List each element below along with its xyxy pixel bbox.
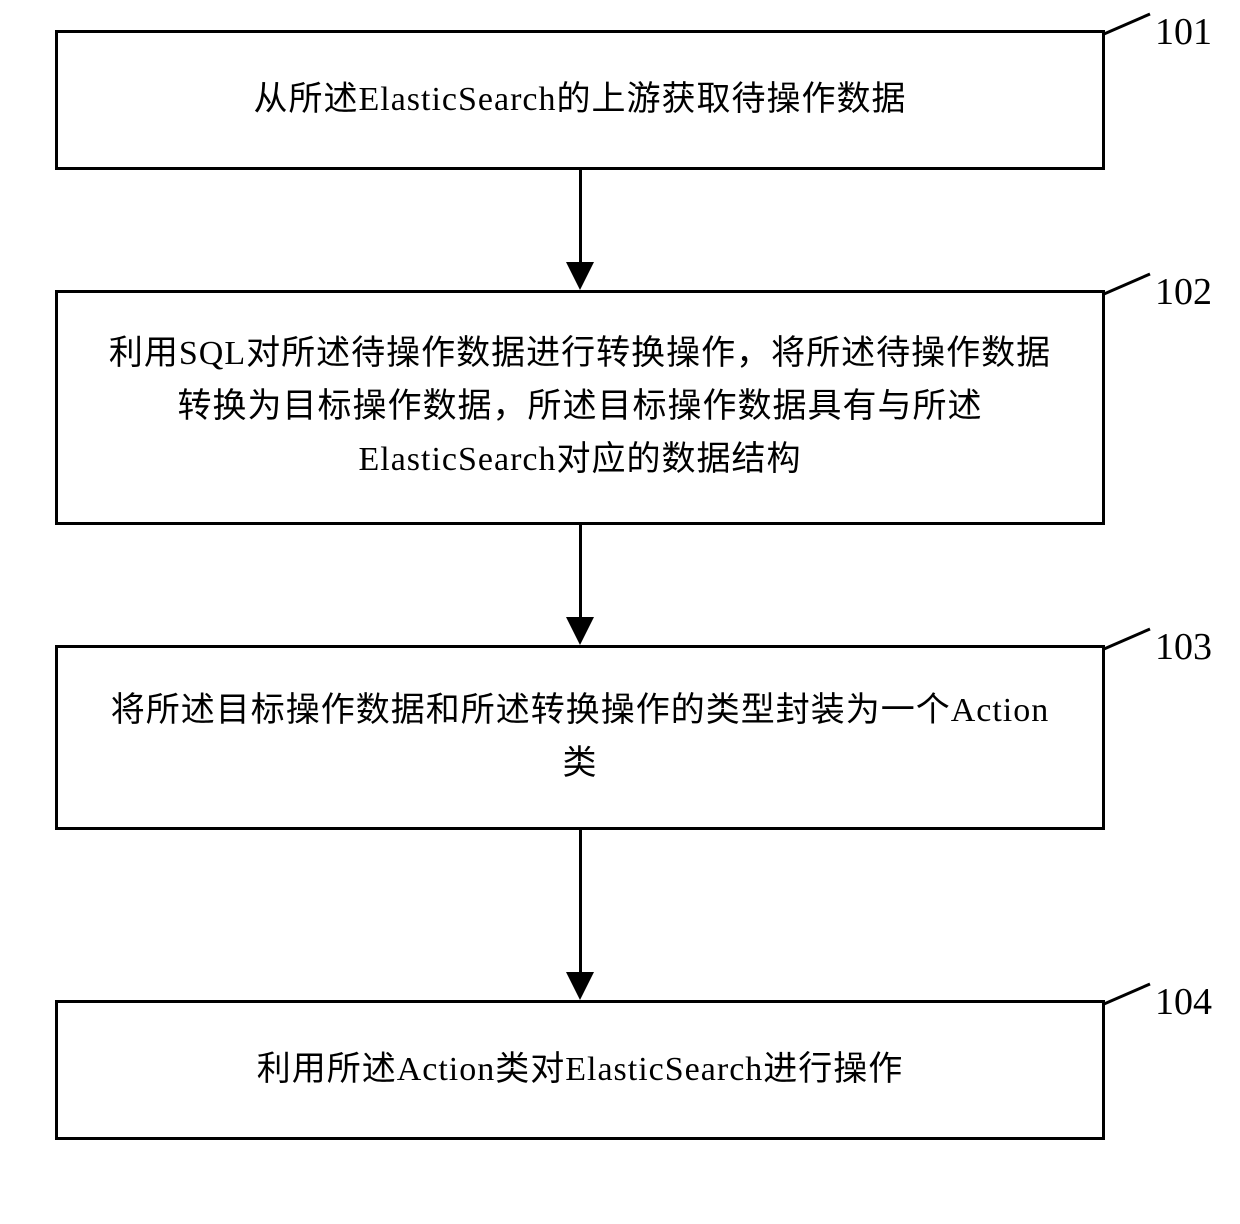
arrow-101-102-head [566,262,594,290]
step-label-103: 103 [1155,625,1212,669]
flow-step-102-text: 利用SQL对所述待操作数据进行转换操作，将所述待操作数据转换为目标操作数据，所述… [98,328,1062,486]
arrow-103-104-head [566,972,594,1000]
flow-step-104-text: 利用所述Action类对ElasticSearch进行操作 [257,1044,904,1097]
step-label-102: 102 [1155,270,1212,314]
leader-line-101 [1100,8,1155,38]
flowchart-container: 从所述ElasticSearch的上游获取待操作数据 101 利用SQL对所述待… [0,0,1240,1224]
arrow-102-103-head [566,617,594,645]
arrow-103-104-stem [579,830,582,972]
arrow-102-103-stem [579,525,582,617]
flow-step-104: 利用所述Action类对ElasticSearch进行操作 [55,1000,1105,1140]
arrow-101-102-stem [579,170,582,262]
leader-line-103 [1100,623,1155,653]
flow-step-101: 从所述ElasticSearch的上游获取待操作数据 [55,30,1105,170]
flow-step-103: 将所述目标操作数据和所述转换操作的类型封装为一个Action类 [55,645,1105,830]
step-label-104: 104 [1155,980,1212,1024]
flow-step-103-text: 将所述目标操作数据和所述转换操作的类型封装为一个Action类 [98,685,1062,790]
leader-line-104 [1100,978,1155,1008]
flow-step-101-text: 从所述ElasticSearch的上游获取待操作数据 [253,74,906,127]
step-label-101: 101 [1155,10,1212,54]
flow-step-102: 利用SQL对所述待操作数据进行转换操作，将所述待操作数据转换为目标操作数据，所述… [55,290,1105,525]
leader-line-102 [1100,268,1155,298]
